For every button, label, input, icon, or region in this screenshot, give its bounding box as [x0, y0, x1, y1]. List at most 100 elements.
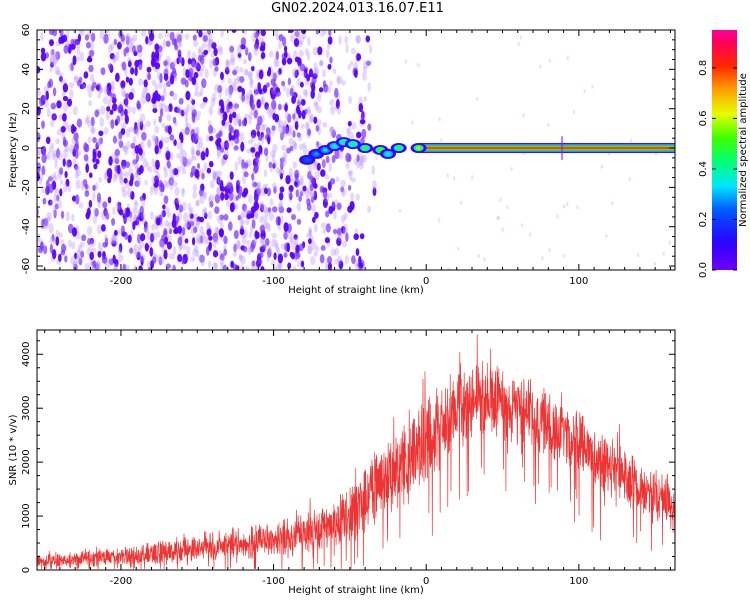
- noise-cell: [79, 51, 85, 62]
- noise-cell: [134, 145, 140, 155]
- noise-cell: [136, 167, 142, 176]
- noise-cell: [176, 107, 181, 114]
- snr-x-tick-label: -200: [110, 576, 133, 587]
- noise-cell: [240, 219, 246, 226]
- noise-cell: [362, 154, 368, 163]
- noise-cell: [152, 102, 156, 109]
- noise-cell: [375, 156, 378, 161]
- noise-cell: [209, 200, 214, 208]
- noise-cell: [41, 187, 47, 194]
- noise-cell: [91, 237, 96, 247]
- noise-cell: [259, 123, 265, 132]
- noise-cell: [145, 36, 149, 45]
- noise-cell: [280, 215, 284, 225]
- noise-cell: [74, 165, 79, 173]
- noise-cell: [305, 121, 309, 131]
- snr-y-tick-label: 0: [21, 567, 32, 573]
- noise-cell: [76, 248, 82, 259]
- noise-cell: [132, 149, 136, 156]
- noise-cell: [219, 214, 225, 221]
- noise-cell: [248, 112, 253, 120]
- noise-cell: [193, 244, 199, 253]
- noise-cell: [182, 212, 189, 223]
- noise-cell: [134, 219, 140, 226]
- noise-cell: [232, 193, 237, 203]
- noise-cell: [214, 66, 219, 72]
- noise-cell: [163, 168, 168, 179]
- noise-cell: [225, 199, 231, 207]
- noise-cell: [188, 207, 192, 218]
- noise-cell: [662, 251, 665, 256]
- noise-cell: [253, 236, 258, 246]
- noise-cell: [137, 78, 144, 86]
- snr-x-tick-label: 100: [569, 576, 588, 587]
- noise-cell: [111, 103, 118, 112]
- noise-cell: [178, 40, 183, 47]
- noise-cell: [249, 77, 254, 86]
- noise-cell: [232, 102, 239, 112]
- noise-cell: [293, 234, 298, 240]
- noise-cell: [131, 45, 136, 53]
- noise-cell: [207, 42, 212, 54]
- noise-cell: [44, 98, 49, 109]
- noise-cell: [62, 183, 68, 193]
- noise-cell: [196, 237, 200, 245]
- noise-cell: [139, 195, 144, 202]
- noise-cell: [132, 248, 137, 255]
- noise-cell: [209, 179, 215, 189]
- noise-cell: [46, 107, 51, 118]
- noise-cell: [300, 260, 305, 268]
- noise-cell: [220, 71, 224, 81]
- noise-cell: [327, 255, 333, 265]
- noise-cell: [95, 158, 100, 165]
- noise-cell: [298, 49, 304, 58]
- noise-cell: [136, 251, 141, 261]
- noise-cell: [600, 164, 604, 169]
- noise-cell: [73, 75, 79, 81]
- noise-cell: [233, 115, 239, 126]
- noise-cell: [212, 232, 219, 243]
- noise-cell: [140, 198, 146, 208]
- noise-cell: [199, 235, 204, 244]
- noise-cell: [40, 222, 45, 230]
- noise-cell: [238, 253, 243, 260]
- noise-cell: [288, 167, 293, 178]
- noise-cell: [300, 99, 306, 106]
- noise-cell: [222, 264, 228, 270]
- noise-cell: [116, 115, 120, 124]
- noise-cell: [263, 187, 268, 195]
- noise-cell: [334, 87, 339, 98]
- noise-cell: [91, 79, 96, 89]
- noise-cell: [172, 59, 177, 68]
- noise-cell: [228, 124, 233, 133]
- noise-cell: [109, 109, 114, 115]
- noise-cell: [237, 214, 242, 221]
- noise-cell: [304, 89, 309, 98]
- noise-cell: [94, 208, 99, 217]
- noise-cell: [306, 109, 312, 117]
- noise-cell: [208, 241, 212, 251]
- noise-cell: [477, 254, 480, 258]
- noise-cell: [168, 228, 173, 235]
- noise-cell: [248, 247, 253, 253]
- noise-cell: [128, 126, 134, 133]
- noise-cell: [310, 195, 315, 204]
- noise-cell: [287, 262, 292, 270]
- noise-cell: [372, 187, 377, 197]
- noise-cell: [363, 95, 367, 102]
- noise-cell: [146, 231, 152, 241]
- noise-cell: [347, 126, 352, 134]
- noise-cell: [521, 223, 524, 228]
- noise-cell: [288, 185, 294, 193]
- noise-cell: [107, 90, 113, 97]
- noise-cell: [90, 41, 94, 50]
- noise-cell: [102, 201, 108, 209]
- noise-cell: [89, 49, 95, 57]
- noise-cell: [286, 242, 291, 253]
- ridge-point-core: [385, 152, 391, 156]
- noise-cell: [206, 167, 212, 174]
- noise-cell: [256, 185, 262, 196]
- ridge-point-core: [350, 142, 356, 146]
- noise-cell: [92, 191, 96, 201]
- colorbar: 0.0 0.2 0.4 0.6 0.8 Normalized spectral ampl…: [698, 30, 749, 278]
